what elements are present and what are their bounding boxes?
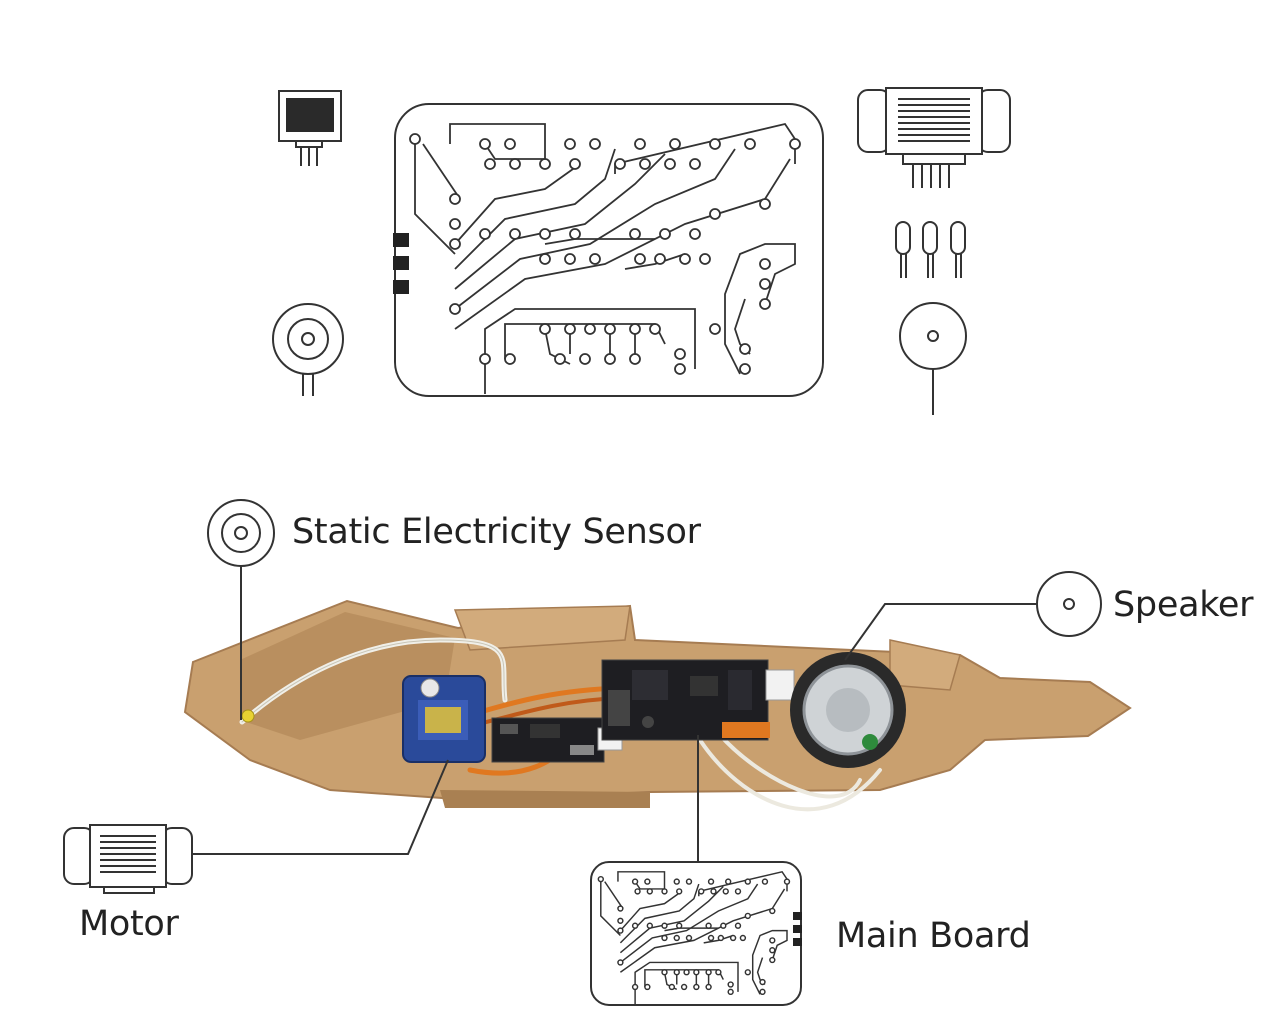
main-board-label: Main Board — [836, 916, 1031, 956]
speaker-photo — [790, 652, 906, 768]
top-speaker-icon — [899, 302, 967, 415]
sensor-tip — [241, 709, 255, 723]
speaker-label: Speaker — [1113, 585, 1254, 625]
static-sensor-label: Static Electricity Sensor — [292, 512, 701, 552]
main-board-callout-icon — [590, 861, 802, 1006]
motor-label: Motor — [79, 904, 179, 944]
main-board-photo — [601, 659, 795, 741]
servo-motor — [402, 675, 486, 763]
top-led-icons — [895, 221, 966, 278]
top-motor-icon — [857, 87, 1011, 188]
sensor-callout-icon — [207, 499, 275, 567]
top-small-motor-icon — [278, 90, 342, 166]
motor-callout-icon — [63, 824, 193, 894]
leader-lines — [190, 563, 1037, 862]
top-main-board-icon — [393, 103, 824, 397]
top-sensor-icon — [272, 303, 344, 396]
small-board — [491, 717, 623, 763]
speaker-callout-icon — [1036, 571, 1102, 637]
